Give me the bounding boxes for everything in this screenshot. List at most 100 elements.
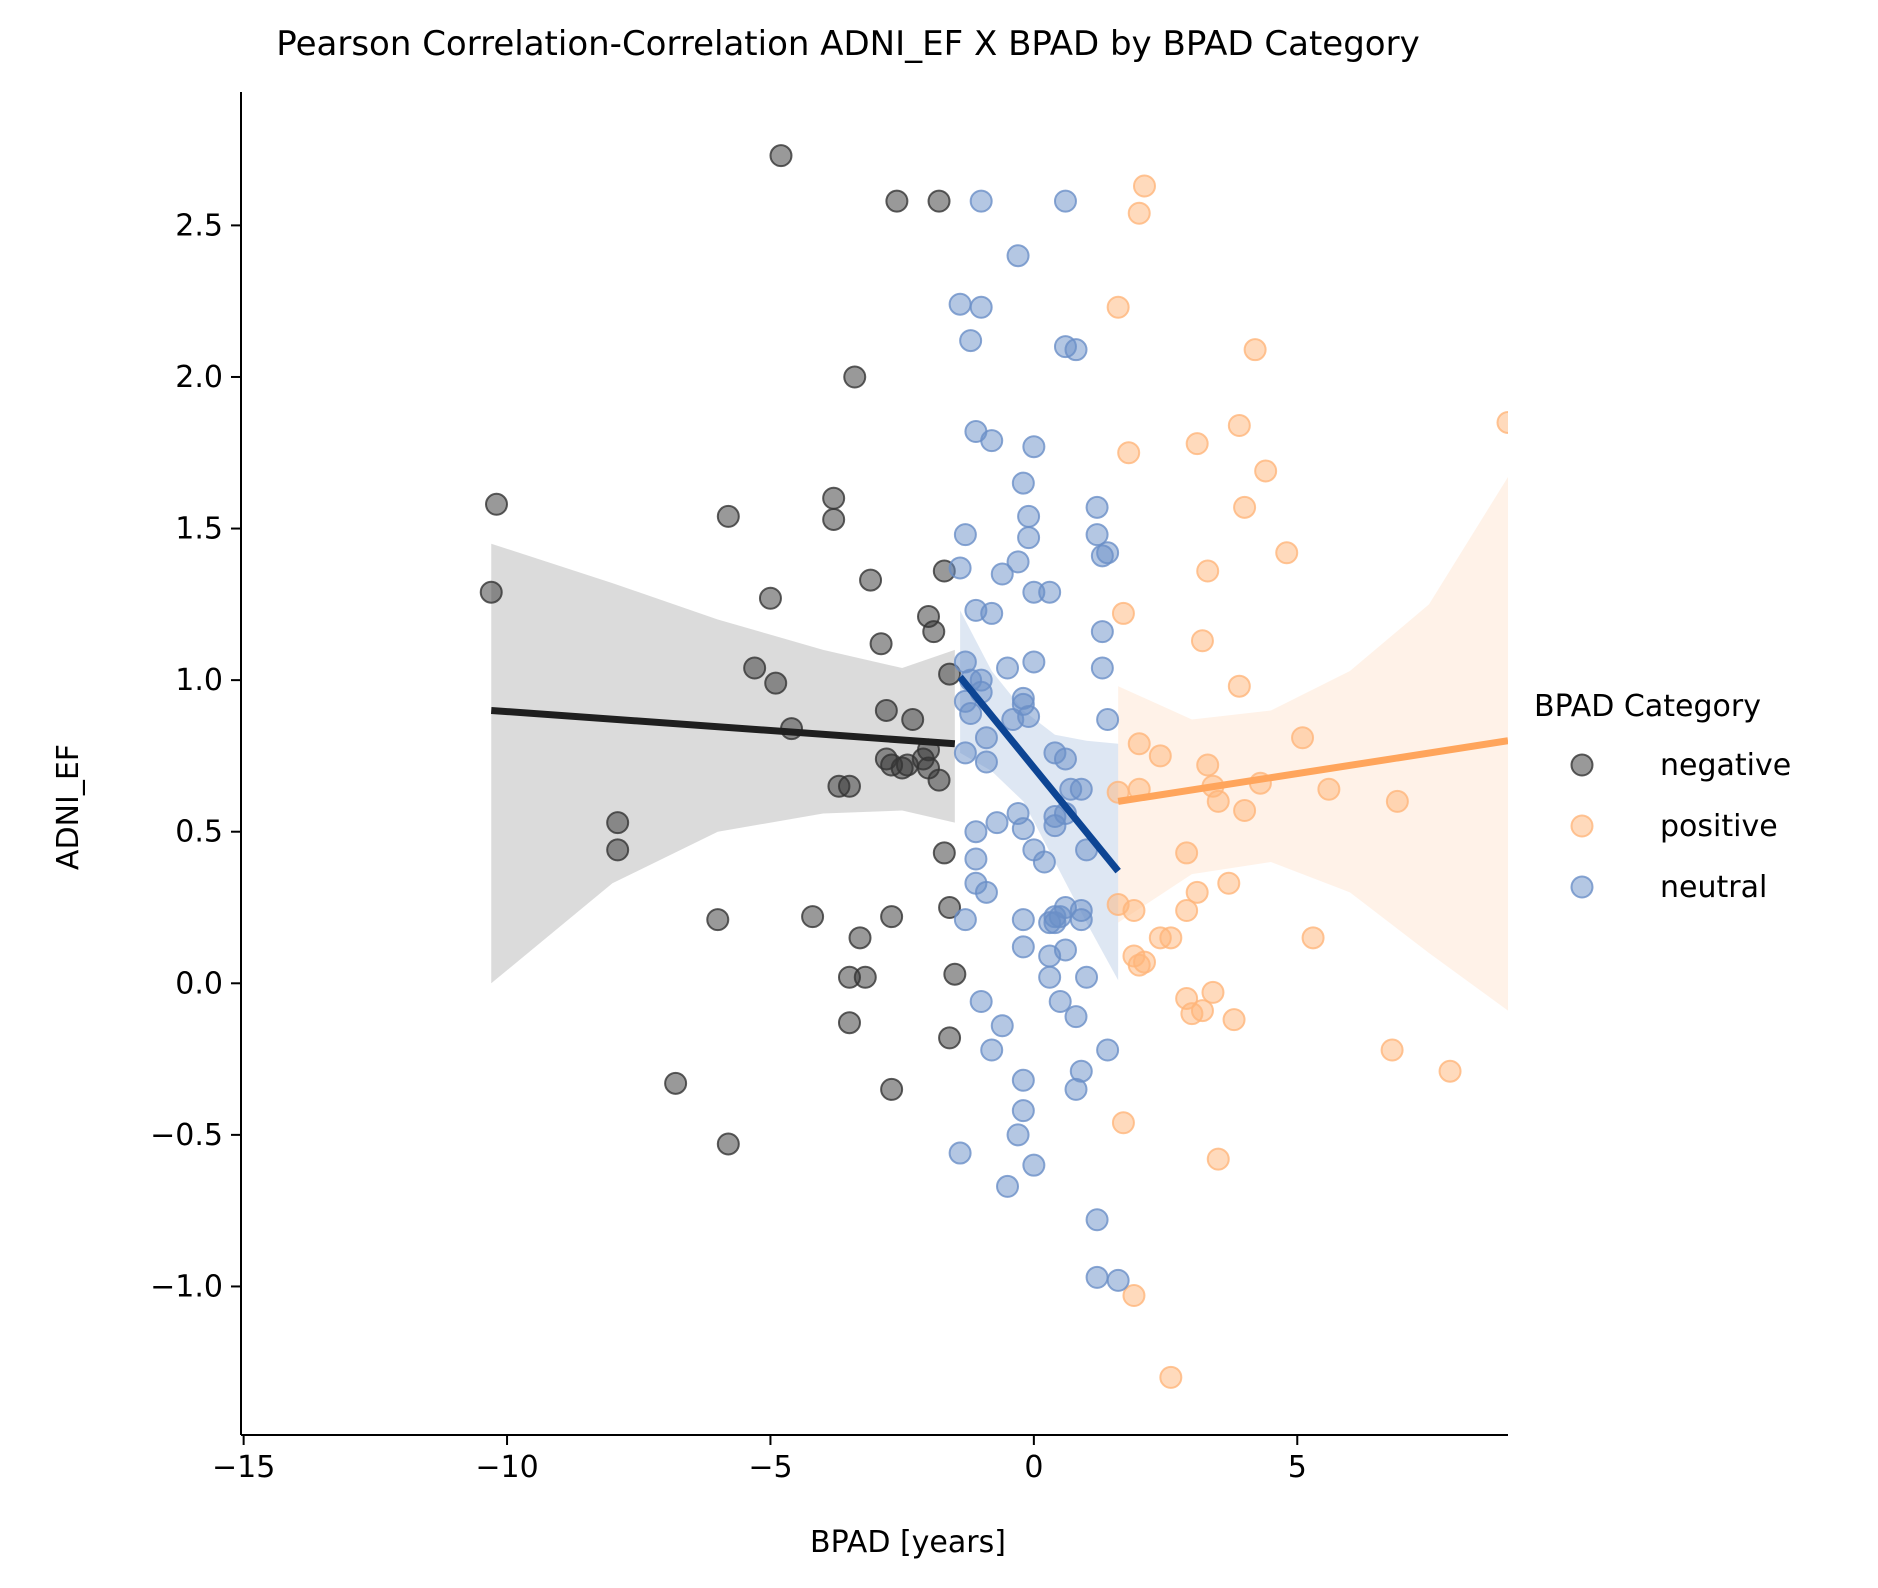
- confidence-band-neutral: [960, 610, 1119, 981]
- data-point-neutral: [1038, 965, 1062, 989]
- data-point-neutral: [996, 1174, 1020, 1198]
- data-point-neutral: [953, 908, 977, 932]
- data-point-negative: [874, 698, 898, 722]
- confidence-band-positive: [1118, 477, 1508, 1011]
- data-point-neutral: [1017, 526, 1041, 550]
- data-point-negative: [901, 708, 925, 732]
- data-point-positive: [1148, 744, 1172, 768]
- data-point-neutral: [1096, 708, 1120, 732]
- data-point-neutral: [953, 523, 977, 547]
- data-point-negative: [743, 656, 767, 680]
- x-tick-label: −15: [212, 1450, 275, 1485]
- data-point-positive: [1185, 880, 1209, 904]
- data-point-neutral: [959, 701, 983, 725]
- data-point-positive: [1159, 926, 1183, 950]
- data-point-negative: [801, 905, 825, 929]
- data-point-negative: [716, 1132, 740, 1156]
- data-point-neutral: [1106, 1268, 1130, 1292]
- data-point-neutral: [1090, 656, 1114, 680]
- legend-marker-neutral: [1570, 875, 1594, 899]
- data-point-neutral: [1069, 908, 1093, 932]
- data-point-neutral: [969, 989, 993, 1013]
- regression-line-positive: [1117, 737, 1508, 805]
- data-point-neutral: [1006, 550, 1030, 574]
- data-point-negative: [853, 965, 877, 989]
- data-point-positive: [1122, 1284, 1146, 1308]
- data-point-positive: [1175, 841, 1199, 865]
- data-point-positive: [1233, 798, 1257, 822]
- data-point-neutral: [1069, 777, 1093, 801]
- data-point-negative: [927, 189, 951, 213]
- y-tick-label: 0.5: [175, 815, 223, 850]
- confidence-band-negative: [491, 543, 955, 984]
- data-point-neutral: [1011, 1068, 1035, 1092]
- data-point-positive: [1190, 629, 1214, 653]
- data-point-positive: [1317, 777, 1341, 801]
- x-tick-label: 0: [1024, 1450, 1043, 1485]
- data-point-neutral: [1011, 935, 1035, 959]
- data-point-positive: [1243, 338, 1267, 362]
- data-point-neutral: [1064, 1077, 1088, 1101]
- data-point-negative: [758, 586, 782, 610]
- y-axis-label: ADNI_EF: [51, 744, 86, 870]
- regression-line-neutral: [957, 674, 1121, 874]
- data-point-neutral: [953, 741, 977, 765]
- data-point-positive: [1127, 953, 1151, 977]
- data-point-neutral: [969, 295, 993, 319]
- data-point-negative: [485, 492, 509, 516]
- data-point-neutral: [1090, 544, 1114, 568]
- data-point-neutral: [990, 1014, 1014, 1038]
- data-point-positive: [1496, 410, 1508, 434]
- data-point-positive: [1227, 413, 1251, 437]
- data-point-neutral: [1032, 850, 1056, 874]
- data-point-neutral: [964, 820, 988, 844]
- legend-label-positive: positive: [1660, 809, 1778, 844]
- data-point-negative: [938, 1026, 962, 1050]
- data-point-positive: [1196, 559, 1220, 583]
- data-point-neutral: [974, 750, 998, 774]
- data-point-negative: [479, 580, 503, 604]
- data-point-neutral: [1022, 435, 1046, 459]
- data-point-neutral: [1038, 580, 1062, 604]
- data-point-neutral: [1017, 705, 1041, 729]
- data-point-negative: [922, 620, 946, 644]
- data-point-negative: [869, 632, 893, 656]
- data-point-neutral: [948, 292, 972, 316]
- y-ticks: −1.0 −0.5 0.0 0.5 1.0 1.5 2.0 2.5: [150, 208, 241, 1304]
- data-point-positive: [1127, 201, 1151, 225]
- data-point-positive: [1217, 871, 1241, 895]
- data-point-positive: [1438, 1059, 1462, 1083]
- y-tick-label: −0.5: [150, 1118, 223, 1153]
- data-point-neutral: [948, 556, 972, 580]
- data-point-neutral: [1048, 989, 1072, 1013]
- data-point-neutral: [1011, 1099, 1035, 1123]
- regression-line-negative: [490, 706, 956, 748]
- data-point-negative: [943, 962, 967, 986]
- data-point-neutral: [1011, 471, 1035, 495]
- regression-lines: [490, 674, 1508, 874]
- data-point-neutral: [1053, 189, 1077, 213]
- data-point-negative: [843, 365, 867, 389]
- data-point-positive: [1127, 732, 1151, 756]
- data-point-positive: [1132, 174, 1156, 198]
- data-point-negative: [764, 671, 788, 695]
- data-point-positive: [1106, 295, 1130, 319]
- data-point-negative: [880, 905, 904, 929]
- data-point-negative: [880, 1077, 904, 1101]
- data-point-positive: [1206, 789, 1230, 813]
- data-point-neutral: [1043, 814, 1067, 838]
- x-tick-label: 5: [1288, 1450, 1307, 1485]
- data-point-negative: [822, 486, 846, 510]
- x-tick-label: −10: [475, 1450, 538, 1485]
- data-point-negative: [606, 811, 630, 835]
- data-point-neutral: [1064, 1005, 1088, 1029]
- data-point-positive: [1117, 441, 1141, 465]
- data-point-neutral: [1096, 1038, 1120, 1062]
- data-point-negative: [938, 896, 962, 920]
- data-point-negative: [606, 838, 630, 862]
- x-ticks: −15 −10 −5 0 5: [212, 1435, 1307, 1485]
- legend-entries: negative positive neutral: [1570, 748, 1791, 905]
- data-point-neutral: [1090, 620, 1114, 644]
- data-point-positive: [1301, 926, 1325, 950]
- data-point-neutral: [1006, 1123, 1030, 1147]
